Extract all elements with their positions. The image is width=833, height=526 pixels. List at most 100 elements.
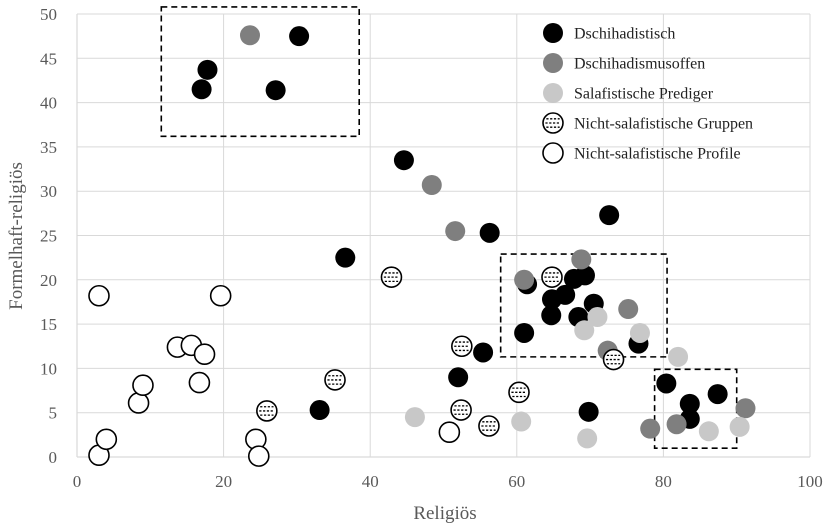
marker-circle (735, 398, 756, 419)
data-point (451, 335, 473, 358)
marker-circle (543, 83, 563, 103)
y-tick-label: 30 (40, 182, 57, 201)
data-point (197, 59, 218, 80)
data-point (574, 265, 595, 286)
data-point (555, 284, 576, 305)
data-point (707, 384, 728, 405)
marker-circle (555, 284, 576, 305)
marker-circle (473, 342, 494, 363)
y-tick-label: 45 (40, 49, 57, 68)
data-point (541, 266, 563, 288)
legend-entry: Salafistische Prediger (543, 83, 714, 103)
marker-circle (247, 445, 270, 467)
data-point (587, 307, 608, 328)
marker-circle (698, 421, 719, 442)
marker-circle (514, 269, 535, 290)
data-point (656, 373, 677, 394)
marker-circle (289, 26, 310, 47)
data-point (577, 428, 598, 449)
marker-circle (127, 392, 150, 414)
marker-circle (191, 79, 212, 100)
marker-circle (668, 346, 689, 367)
legend-marker (543, 83, 563, 103)
data-point (421, 174, 442, 195)
series-2 (404, 307, 750, 449)
y-tick-label: 5 (49, 404, 58, 423)
marker-circle (577, 428, 598, 449)
data-point (629, 322, 650, 343)
y-tick-label: 35 (40, 138, 57, 157)
marker-circle (541, 305, 562, 326)
data-point (448, 367, 469, 388)
marker-circle (132, 374, 154, 397)
data-point (191, 79, 212, 100)
marker-circle (599, 205, 620, 226)
legend-label: Dschihadismusoffen (574, 56, 705, 73)
data-point (380, 266, 403, 288)
x-tick-label: 100 (797, 472, 823, 491)
data-point (209, 284, 232, 307)
data-point (729, 416, 750, 437)
legend-label: Salafistische Prediger (574, 86, 714, 103)
marker-circle (542, 142, 564, 164)
marker-circle (618, 299, 639, 320)
data-point (473, 342, 494, 363)
data-point (132, 374, 154, 397)
series-4 (88, 284, 461, 467)
series-3 (256, 266, 625, 437)
marker-circle (265, 80, 286, 101)
data-point (679, 393, 700, 414)
data-point (95, 428, 118, 451)
data-point (438, 421, 461, 443)
marker-circle (578, 401, 599, 422)
data-point (393, 150, 414, 171)
legend-label: Dschihadistisch (574, 26, 675, 43)
marker-circle (95, 428, 118, 451)
marker-circle (438, 421, 461, 443)
marker-circle (88, 284, 110, 307)
marker-circle (479, 222, 500, 243)
marker-circle (197, 59, 218, 80)
axes: 0 5 10 15 20 25 30 35 40 45 50 0 20 40 60 80 100 (40, 5, 823, 491)
marker-circle (404, 407, 425, 428)
y-tick-label: 40 (40, 94, 57, 113)
data-point (640, 418, 661, 439)
marker-circle (256, 400, 278, 422)
data-point (324, 369, 346, 391)
legend-label: Nicht-salafistische Gruppen (574, 116, 753, 133)
data-point (599, 205, 620, 226)
marker-circle (571, 249, 592, 270)
marker-circle (729, 416, 750, 437)
data-point (309, 400, 330, 421)
data-point (735, 398, 756, 419)
marker-circle (335, 247, 356, 268)
data-point (335, 247, 356, 268)
data-point (256, 400, 278, 422)
legend: Dschihadistisch Dschihadismusoffen Salafis… (542, 23, 753, 164)
data-point (450, 399, 472, 421)
legend-marker (543, 53, 563, 73)
data-point (514, 269, 535, 290)
data-point (127, 392, 150, 414)
marker-circle (629, 322, 650, 343)
y-tick-label: 50 (40, 5, 57, 24)
data-point (479, 222, 500, 243)
marker-circle (640, 418, 661, 439)
marker-circle (448, 367, 469, 388)
highlight-box (160, 6, 361, 138)
legend-entry: Nicht-salafistische Profile (542, 142, 741, 164)
gridlines (77, 13, 811, 457)
data-point (239, 25, 260, 46)
marker-circle (666, 414, 687, 435)
legend-entry: Dschihadismusoffen (543, 53, 705, 73)
marker-circle (543, 23, 563, 43)
marker-circle (421, 174, 442, 195)
marker-circle (445, 221, 466, 242)
data-point (511, 411, 532, 432)
legend-marker (542, 112, 564, 134)
data-point (574, 320, 595, 341)
x-tick-label: 20 (215, 472, 232, 491)
x-tick-label: 40 (362, 472, 379, 491)
data-point (508, 381, 530, 404)
